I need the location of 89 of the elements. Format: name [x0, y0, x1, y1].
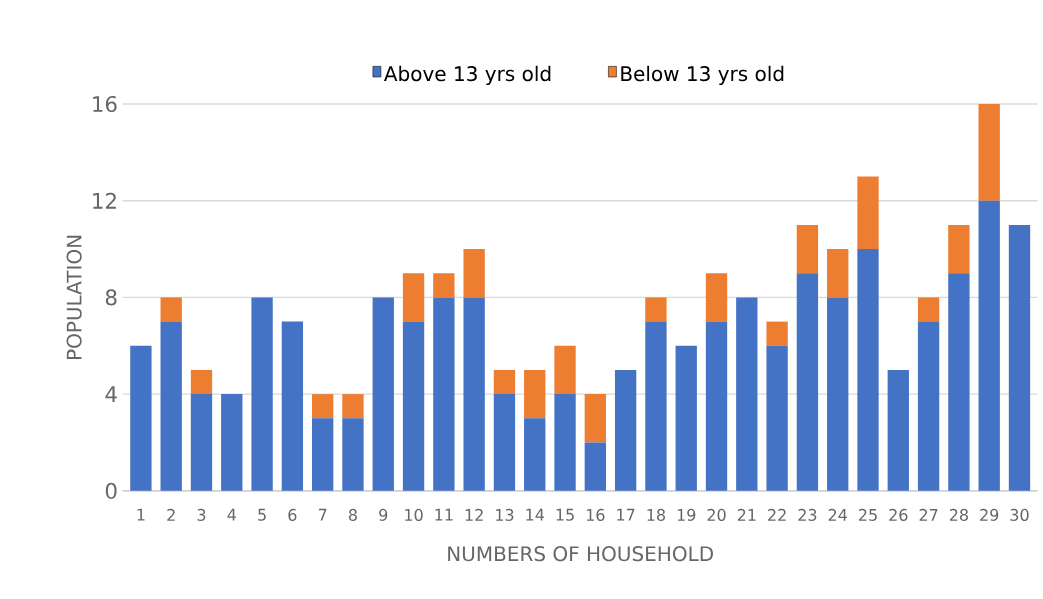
x-tick-label: 9	[379, 508, 388, 522]
x-tick-label: 30	[1010, 508, 1029, 522]
x-tick-label: 25	[858, 508, 877, 522]
bar	[554, 394, 576, 491]
x-tick-label: 20	[707, 508, 726, 522]
x-tick-label: 5	[258, 508, 266, 521]
bar	[705, 321, 728, 491]
x-tick-label: 18	[647, 508, 665, 522]
bar	[948, 224, 970, 274]
x-tick-label: 12	[465, 508, 483, 521]
bar	[857, 176, 879, 250]
bar	[614, 370, 637, 491]
bar	[160, 297, 182, 322]
bar	[827, 297, 849, 491]
x-tick-label: 19	[677, 508, 696, 522]
bar	[675, 345, 697, 491]
bar	[554, 345, 576, 395]
x-tick-label: 21	[737, 508, 756, 521]
x-tick-label: 11	[435, 508, 453, 521]
y-tick-label: 8	[105, 289, 117, 306]
bar	[948, 273, 970, 491]
x-tick-label: 15	[556, 508, 574, 521]
bar	[402, 273, 425, 322]
x-tick-label: 6	[288, 508, 297, 522]
legend-label: Below 13 yrs old	[621, 65, 784, 86]
legend-label: Above 13 yrs old	[383, 65, 551, 86]
bar	[796, 273, 819, 491]
bar	[372, 297, 394, 491]
bar	[978, 104, 1000, 201]
bar	[736, 297, 758, 491]
x-tick-label: 7	[318, 508, 327, 521]
y-tick-label: 0	[105, 482, 117, 499]
bar	[402, 321, 425, 491]
bar	[463, 249, 485, 298]
x-tick-label: 26	[889, 508, 908, 522]
bar	[645, 297, 667, 322]
x-tick-label: 1	[137, 508, 145, 521]
bar	[584, 442, 607, 491]
x-tick-label: 14	[526, 508, 545, 521]
bar	[766, 345, 788, 491]
y-tick-label: 12	[93, 192, 116, 209]
bar	[312, 394, 334, 419]
bar	[251, 297, 273, 491]
y-tick-label: 16	[93, 96, 117, 113]
x-tick-label: 16	[586, 508, 605, 522]
bar	[160, 321, 182, 491]
bar	[433, 297, 455, 491]
bar	[978, 200, 1000, 491]
bar	[827, 249, 849, 298]
x-tick-label: 2	[167, 508, 175, 521]
bar	[1008, 224, 1031, 491]
bar	[524, 418, 546, 491]
x-tick-label: 4	[227, 508, 236, 521]
bar	[887, 370, 909, 491]
bar	[917, 297, 940, 322]
bar	[463, 297, 485, 491]
x-tick-label: 27	[919, 508, 938, 521]
x-tick-label: 13	[496, 508, 514, 522]
bar	[796, 224, 819, 274]
bar	[190, 370, 213, 395]
bar	[342, 418, 364, 491]
bar	[493, 394, 516, 491]
bar	[584, 394, 607, 443]
bar	[857, 249, 879, 491]
bar	[917, 321, 940, 491]
bar	[645, 321, 667, 491]
bar	[130, 345, 152, 491]
x-tick-label: 22	[768, 508, 786, 521]
bar	[524, 370, 546, 419]
bar	[433, 273, 455, 298]
bar	[190, 394, 213, 491]
bar	[493, 370, 516, 395]
bar	[312, 418, 334, 491]
x-axis-title: NUMBERS OF HOUSEHOLD	[448, 546, 713, 562]
x-tick-label: 23	[798, 508, 817, 522]
bar	[342, 394, 364, 419]
x-tick-label: 3	[197, 508, 206, 522]
bar	[281, 321, 304, 491]
bar	[221, 394, 243, 491]
y-axis-title: POPULATION	[66, 235, 82, 360]
x-tick-label: 28	[949, 508, 968, 522]
x-tick-label: 24	[828, 508, 847, 521]
x-tick-label: 29	[980, 508, 999, 522]
x-tick-label: 17	[617, 508, 635, 521]
x-tick-label: 8	[348, 508, 357, 522]
bar	[705, 273, 728, 322]
y-tick-label: 4	[105, 386, 117, 402]
bar	[766, 321, 788, 346]
x-tick-label: 10	[405, 508, 423, 522]
